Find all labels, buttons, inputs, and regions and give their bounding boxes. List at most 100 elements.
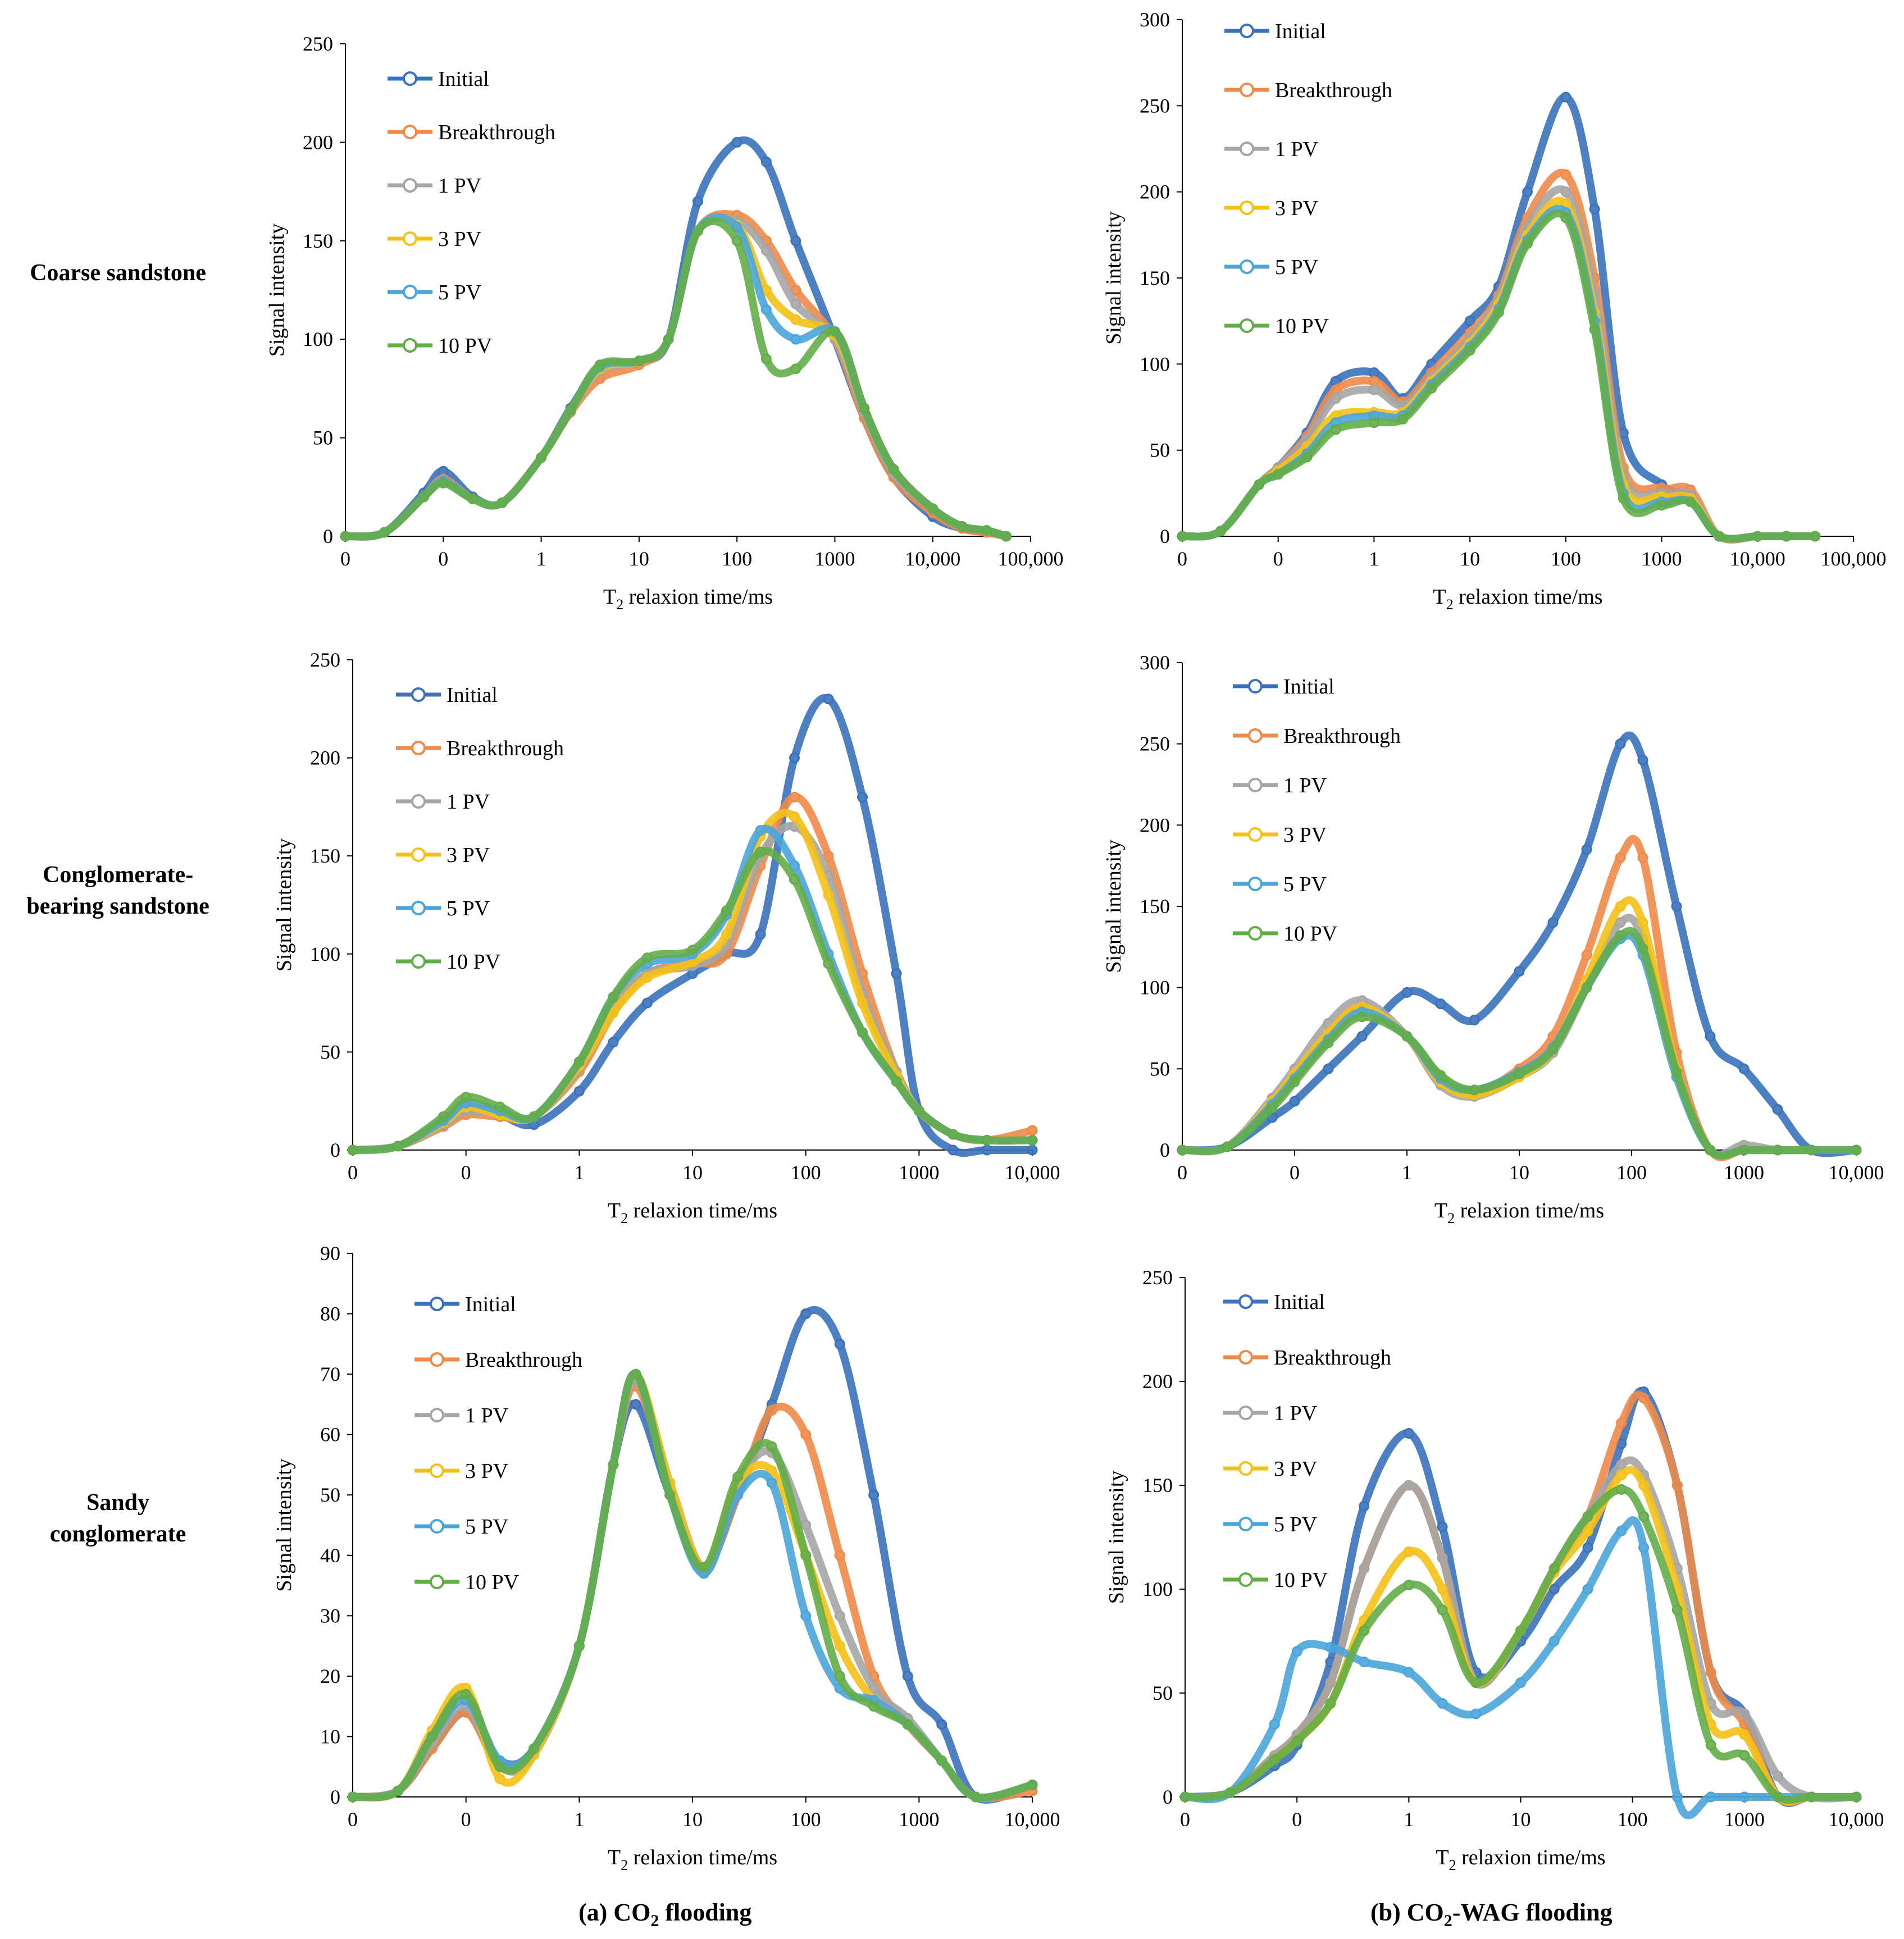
series-line-initial bbox=[1178, 731, 1860, 1157]
legend-marker-3-pv bbox=[430, 1463, 444, 1478]
data-point-breakthrough bbox=[766, 1405, 777, 1416]
data-point-initial bbox=[902, 1671, 913, 1682]
data-point-initial bbox=[1464, 316, 1475, 327]
y-tick-label: 250 bbox=[1140, 94, 1170, 117]
data-point-10-pv bbox=[1714, 531, 1725, 542]
data-point-10-pv bbox=[800, 1550, 812, 1561]
legend-marker-1-pv bbox=[1238, 1406, 1253, 1420]
y-tick-label: 0 bbox=[330, 1786, 340, 1808]
x-tick-label: 1000 bbox=[1642, 548, 1682, 570]
data-point-10-pv bbox=[1638, 1511, 1650, 1522]
data-point-1-pv bbox=[1773, 1771, 1784, 1782]
series-line-5-pv bbox=[1181, 1516, 1860, 1819]
legend-marker-10-pv bbox=[411, 954, 426, 969]
data-point-10-pv bbox=[1618, 493, 1629, 504]
data-point-10-pv bbox=[1368, 417, 1379, 428]
y-tick-label: 0 bbox=[330, 1139, 340, 1161]
data-point-3-pv bbox=[766, 1465, 777, 1476]
legend-marker-5-pv bbox=[430, 1519, 444, 1534]
data-point-10-pv bbox=[1437, 1604, 1448, 1616]
legend-marker-1-pv bbox=[403, 178, 417, 193]
data-point-10-pv bbox=[461, 1689, 472, 1700]
legend-label-5-pv: 5 PV bbox=[447, 897, 490, 920]
data-point-3-pv bbox=[1616, 1470, 1627, 1480]
data-point-5-pv bbox=[1582, 1584, 1593, 1595]
legend-label-10-pv: 10 PV bbox=[438, 334, 493, 358]
data-point-10-pv bbox=[981, 1135, 992, 1146]
y-tick-label: 50 bbox=[320, 1041, 340, 1063]
legend-label-1-pv: 1 PV bbox=[1275, 138, 1319, 161]
series-line-10-pv bbox=[349, 1370, 1036, 1802]
y-tick-label: 200 bbox=[310, 747, 340, 769]
x-tick-label: 1 bbox=[1404, 1808, 1414, 1831]
y-tick-label: 70 bbox=[320, 1363, 340, 1385]
data-point-10-pv bbox=[698, 1562, 709, 1573]
y-tick-label: 30 bbox=[320, 1604, 340, 1627]
data-point-5-pv bbox=[1616, 1525, 1627, 1536]
data-point-breakthrough bbox=[1705, 1667, 1716, 1678]
data-point-3-pv bbox=[494, 1773, 505, 1785]
data-point-initial bbox=[1435, 998, 1446, 1010]
data-point-10-pv bbox=[1685, 496, 1696, 508]
data-point-1-pv bbox=[1325, 1677, 1336, 1688]
legend-label-3-pv: 3 PV bbox=[447, 843, 490, 867]
data-point-10-pv bbox=[1470, 1677, 1482, 1688]
data-point-1-pv bbox=[1739, 1708, 1750, 1719]
x-tick-label: 10 bbox=[1460, 548, 1480, 570]
data-point-initial bbox=[936, 1719, 948, 1730]
data-point-10-pv bbox=[981, 524, 992, 536]
caption-b: (b) CO2-WAG flooding bbox=[1370, 1899, 1613, 1930]
data-point-10-pv bbox=[1547, 1044, 1559, 1055]
data-point-breakthrough bbox=[1581, 950, 1592, 961]
data-point-10-pv bbox=[418, 491, 429, 503]
data-point-10-pv bbox=[1738, 1144, 1750, 1156]
data-point-initial bbox=[1560, 92, 1572, 103]
legend-label-breakthrough: Breakthrough bbox=[1274, 1346, 1391, 1370]
data-point-10-pv bbox=[868, 1701, 880, 1712]
data-point-10-pv bbox=[692, 225, 703, 236]
data-point-initial bbox=[1356, 1030, 1368, 1042]
data-point-3-pv bbox=[790, 314, 801, 325]
legend-marker-5-pv bbox=[403, 285, 417, 299]
legend-label-5-pv: 5 PV bbox=[1275, 256, 1319, 279]
data-point-initial bbox=[1589, 203, 1600, 215]
data-point-10-pv bbox=[857, 1026, 868, 1038]
data-point-10-pv bbox=[1177, 1144, 1188, 1156]
y-tick-label: 100 bbox=[303, 328, 333, 350]
legend-label-3-pv: 3 PV bbox=[1274, 1457, 1318, 1481]
data-point-initial bbox=[857, 791, 868, 802]
legend-marker-10-pv bbox=[1238, 1572, 1253, 1587]
data-point-10-pv bbox=[823, 958, 834, 969]
data-point-10-pv bbox=[948, 1129, 959, 1140]
data-point-10-pv bbox=[766, 1441, 777, 1452]
data-point-5-pv bbox=[731, 221, 743, 232]
data-point-10-pv bbox=[859, 403, 870, 414]
y-tick-label: 60 bbox=[320, 1424, 340, 1446]
data-point-10-pv bbox=[1522, 238, 1533, 249]
x-tick-label: 1 bbox=[1402, 1161, 1412, 1184]
y-axis-title: Signal intensity bbox=[272, 1458, 296, 1592]
x-tick-label: 10 bbox=[682, 1161, 703, 1184]
data-point-breakthrough bbox=[1671, 1480, 1683, 1491]
x-tick-label: 1000 bbox=[899, 1808, 939, 1831]
data-point-5-pv bbox=[1403, 1667, 1414, 1678]
data-point-10-pv bbox=[789, 874, 800, 885]
data-point-10-pv bbox=[1426, 382, 1437, 394]
data-point-10-pv bbox=[1267, 1102, 1278, 1114]
legend-marker-10-pv bbox=[403, 338, 417, 353]
data-point-10-pv bbox=[1637, 943, 1648, 954]
data-point-3-pv bbox=[1582, 1525, 1593, 1536]
data-point-10-pv bbox=[731, 235, 743, 247]
legend-label-1-pv: 1 PV bbox=[1274, 1402, 1318, 1425]
data-point-10-pv bbox=[1222, 1141, 1233, 1152]
data-point-initial bbox=[868, 1489, 880, 1500]
x-tick-label: 0 bbox=[1180, 1808, 1190, 1831]
data-point-10-pv bbox=[1254, 479, 1265, 490]
data-point-3-pv bbox=[823, 889, 834, 901]
data-point-10-pv bbox=[1323, 1037, 1334, 1048]
